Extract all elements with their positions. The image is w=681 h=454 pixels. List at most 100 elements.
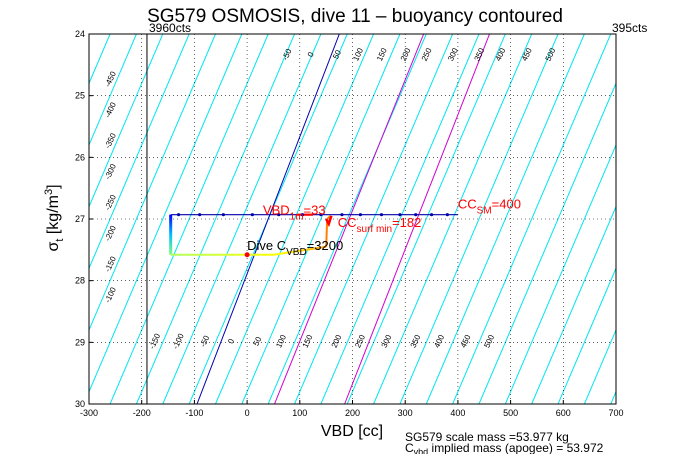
axis-ticks: -300 -200 -100 0 100 200 300 400 500 600 700242526… (75, 29, 624, 418)
contour-top-label: 250 (420, 46, 434, 62)
contour-top-label: 150 (375, 46, 389, 62)
buoyancy-contour-line (320, 34, 480, 404)
contour-bottom-label: -100 (171, 332, 186, 351)
dive-trace-point (414, 213, 418, 217)
dive-trace-point (340, 213, 344, 217)
contour-bottom-label: 500 (482, 333, 496, 349)
contour-top-label: 400 (494, 46, 508, 62)
contour-top-label: 500 (544, 46, 558, 62)
buoyancy-contour-line (610, 390, 616, 404)
chart-title: SG579 OSMOSIS, dive 11 – buoyancy contou… (147, 6, 563, 27)
buoyancy-contour-line (267, 34, 427, 404)
annotation-label: CCsurf min=182 (338, 215, 422, 235)
buoyancy-contour-line (89, 34, 243, 393)
contour-bottom-label: 250 (353, 333, 367, 349)
contour-bottom-label: 0 (226, 337, 236, 345)
contour-top-label: -100 (103, 285, 118, 304)
annotation-label: CCSM=400 (458, 197, 521, 217)
x-axis-label: VBD [cc] (321, 423, 383, 440)
dive-trace-point (319, 213, 323, 217)
contour-top-label: 350 (473, 46, 487, 62)
x-tick-label: 400 (450, 408, 465, 418)
y-tick-label: 24 (75, 29, 85, 39)
contour-top-label: 300 (446, 46, 460, 62)
y-tick-label: 27 (75, 214, 85, 224)
x-tick-label: -100 (185, 408, 203, 418)
dive-trace-descent (169, 214, 173, 255)
contour-top-label: 200 (399, 46, 413, 62)
contour-top-label: 50 (331, 48, 343, 60)
annotation-main: Dive C (247, 238, 286, 253)
annotation-label: Dive CVBD=3200 (247, 238, 343, 258)
annotation-sub: VBD (286, 247, 307, 258)
buoyancy-contour-line (89, 34, 190, 270)
contour-top-label: -400 (103, 100, 118, 119)
dive-trace-point (429, 213, 434, 217)
contour-bottom-label: 100 (274, 333, 288, 349)
contour-bottom-label: 50 (252, 335, 264, 347)
x-tick-label: 600 (556, 408, 571, 418)
dive-c-vbd-point (244, 252, 250, 258)
y-tick-label: 30 (75, 399, 85, 409)
contour-top-label: 450 (520, 46, 534, 62)
top-left-count-label: 3960cts (149, 21, 191, 35)
dive-trace-point (250, 213, 254, 217)
dive-trace-point (277, 213, 281, 217)
reference-lines (196, 34, 490, 404)
annotation-sub: surf min (357, 224, 393, 235)
reference-line (274, 34, 425, 404)
dive-trace-point (198, 213, 202, 217)
contour-top-label: -350 (103, 131, 118, 150)
contour-bottom-label: 400 (432, 333, 446, 349)
dive-trace-point (445, 213, 449, 217)
annotation-main: CC (338, 215, 357, 230)
annotation-sub: SM (477, 206, 492, 217)
surface-marker (325, 215, 333, 228)
buoyancy-contour-line (557, 267, 616, 404)
y-tick-label: 28 (75, 276, 85, 286)
contour-top-label: 100 (351, 46, 365, 62)
contour-bottom-label: -50 (198, 334, 211, 349)
x-tick-label: 200 (345, 408, 360, 418)
y-tick-label: 26 (75, 152, 85, 162)
buoyancy-contour-line (0, 34, 84, 404)
contour-top-label: -300 (103, 162, 118, 181)
dive-trace-point (300, 213, 305, 217)
dive-trace-point (398, 213, 402, 217)
dive-trace-point (176, 213, 181, 217)
contour-top-label: -250 (103, 193, 118, 212)
contour-bottom-label: 300 (380, 333, 394, 349)
contour-bottom-label: 450 (459, 333, 473, 349)
x-tick-label: -200 (133, 408, 151, 418)
buoyancy-contour-line (399, 34, 559, 404)
buoyancy-contour-line (531, 205, 616, 404)
x-tick-label: 300 (398, 408, 413, 418)
contour-bottom-label: 200 (330, 333, 344, 349)
contour-bottom-label: 350 (409, 333, 423, 349)
y-tick-label: 25 (75, 91, 85, 101)
buoyancy-contour-line (135, 34, 295, 404)
contour-top-label: -200 (103, 224, 118, 243)
contour-top-label: -450 (103, 70, 118, 89)
contour-top-label: -150 (103, 255, 118, 274)
buoyancy-contour-line (0, 34, 31, 404)
contour-top-label: 0 (306, 50, 316, 58)
dive-trace (169, 213, 458, 258)
annotation-value: =400 (492, 197, 521, 212)
annotation-main: CC (458, 197, 477, 212)
buoyancy-contour-line (89, 34, 164, 208)
footer-implied-mass: Cvbd implied mass (apogee) = 53.972 (405, 441, 604, 454)
annotation-value: =3200 (307, 238, 344, 253)
x-tick-label: 500 (503, 408, 518, 418)
annotation-sub: 1m (290, 212, 304, 223)
dive-trace-point (358, 213, 363, 217)
buoyancy-contour-line (583, 328, 616, 404)
x-tick-label: -300 (80, 408, 98, 418)
annotation-value: =33 (304, 203, 326, 218)
annotation-main: VBD (263, 203, 290, 218)
y-axis-label: σt [kg/m3] (43, 184, 66, 251)
annotation-value: =182 (392, 215, 421, 230)
contour-top-label: -50 (281, 47, 294, 62)
